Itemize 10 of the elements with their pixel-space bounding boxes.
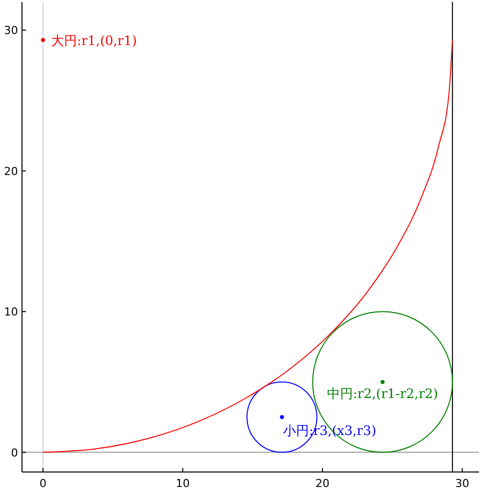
annotation: 大円:r1,(0,r1) (50, 34, 137, 49)
x-tick-label: 20 (315, 477, 330, 490)
x-tick-label: 10 (176, 477, 190, 490)
y-tick-label: 0 (11, 446, 18, 460)
y-tick-label: 30 (4, 24, 18, 38)
y-tick-label: 20 (4, 164, 18, 178)
annotation: 中円:r2,(r1-r2,r2) (327, 386, 438, 402)
x-tick-label: 0 (39, 477, 46, 490)
x-tick-label: 30 (455, 477, 470, 490)
y-tick-label: 10 (4, 306, 18, 319)
